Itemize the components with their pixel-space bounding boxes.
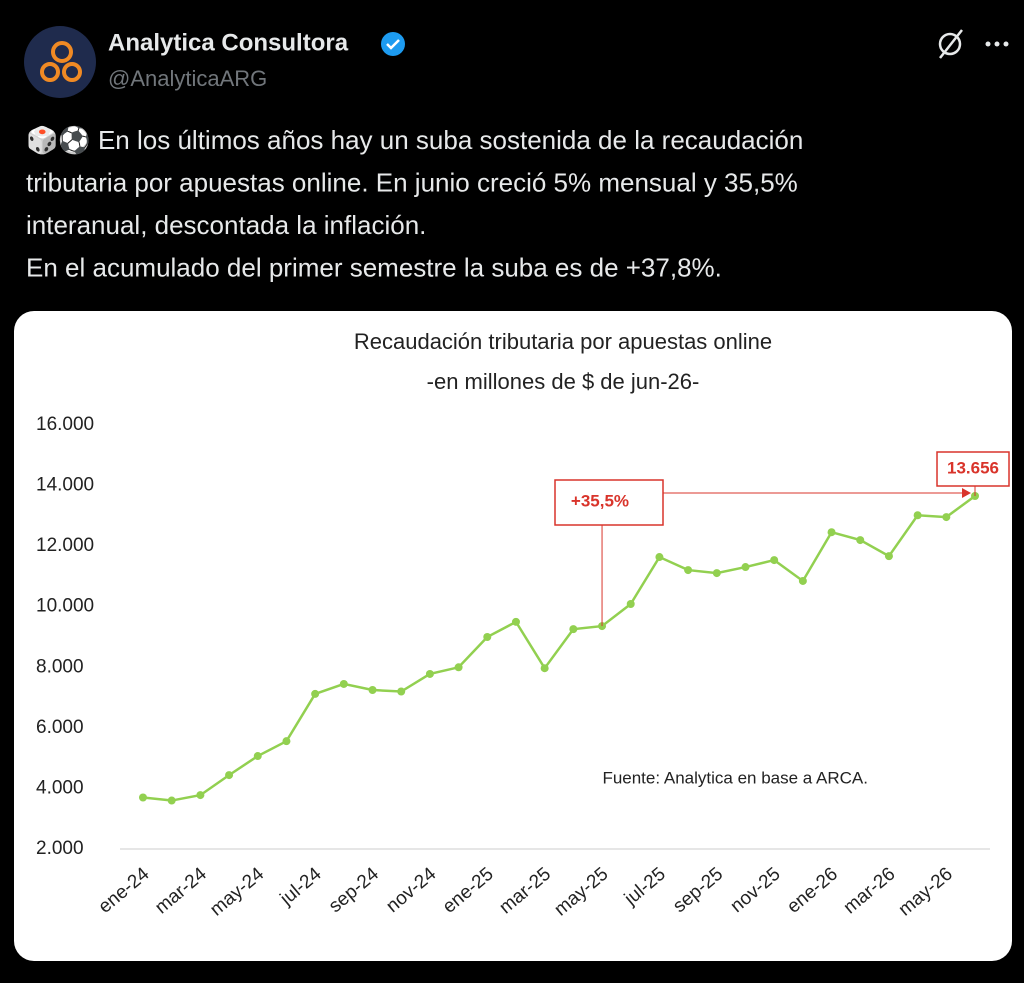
point [884,552,893,561]
verified-badge [381,32,405,56]
point [540,664,549,673]
point [569,625,578,634]
point [253,752,262,761]
point [770,556,779,565]
grok-icon[interactable] [938,29,963,59]
point [139,793,147,802]
point [483,633,492,641]
point [511,617,520,626]
y-tick-label: 6.000 [36,717,84,738]
tweet-line: En el acumulado del primer semestre la s… [26,252,722,282]
point [196,791,205,800]
tweet-text: 🎲⚽ En los últimos años hay un suba soste… [26,125,803,283]
author-name[interactable]: Analytica Consultora [108,29,349,56]
point [827,528,836,537]
y-tick-label: 14.000 [36,475,94,496]
point [741,563,750,572]
point [167,796,176,805]
source-note: Fuente: Analytica en base a ARCA. [602,768,868,787]
point [339,679,348,688]
point [798,576,807,585]
chart-subtitle: -en millones de $ de jun-26- [427,369,700,394]
point [942,513,951,522]
chart-card[interactable] [14,311,1012,961]
author-handle[interactable]: @AnalyticaARG [108,66,267,91]
y-tick-label: 10.000 [36,596,94,617]
chart-title: Recaudación tributaria por apuestas onli… [354,329,772,354]
tweet-line: 🎲⚽ En los últimos años hay un suba soste… [26,125,803,155]
y-tick-label: 8.000 [36,656,84,677]
point [655,553,664,562]
y-tick-label: 4.000 [36,777,84,798]
annotation-label: +35,5% [571,491,629,510]
y-tick-label: 2.000 [36,838,84,859]
avatar[interactable] [24,26,96,98]
point [856,536,865,545]
line [142,494,976,802]
value-label: 13.656 [947,458,999,477]
point [225,771,234,780]
point [368,686,377,694]
point [454,663,463,672]
point [913,511,922,520]
annotation-box [554,479,664,526]
tweet-line: interanual, descontada la inflación. [26,210,426,240]
avatar-logo [40,41,82,82]
tweet-line: tributaria por apuestas online. En junio… [26,167,798,197]
y-tick-label: 12.000 [36,535,94,556]
point [626,599,635,608]
y-tick-label: 16.000 [36,414,94,435]
more-icon[interactable] [985,41,1009,47]
point [684,566,693,575]
point [397,687,406,696]
point [425,669,434,678]
point [712,569,721,578]
value-label-box [936,451,1010,487]
arrow-head [962,488,972,498]
point [311,689,320,698]
point [282,737,291,746]
